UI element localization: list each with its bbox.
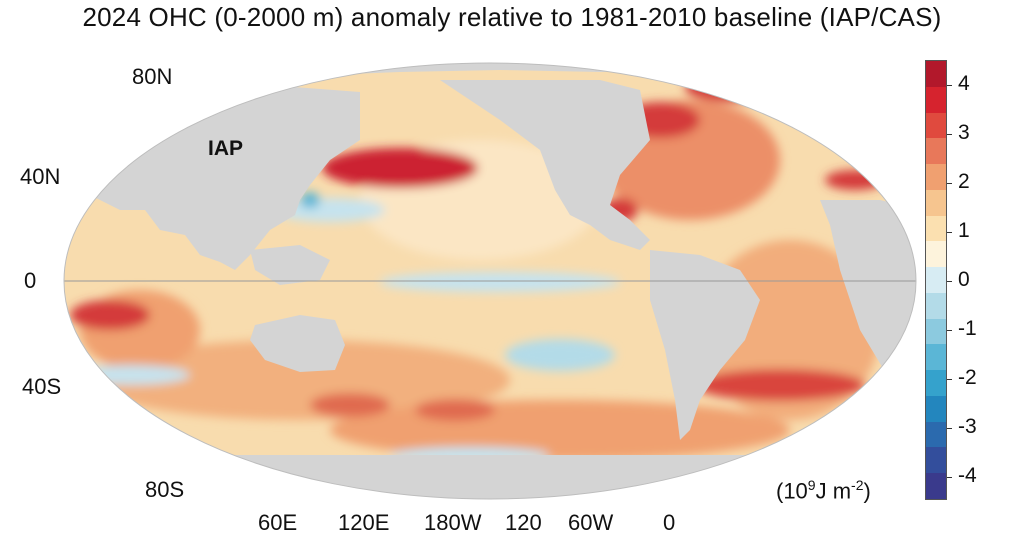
lat-label-40n: 40N (20, 164, 61, 189)
hot-patch (310, 393, 390, 417)
globe-outline (63, 62, 917, 500)
ohc-anomaly-map (63, 62, 917, 500)
colorbar-tick-label: 4 (958, 72, 970, 95)
colorbar-segment (926, 112, 946, 139)
colorbar-tick-label: -3 (958, 415, 977, 438)
colorbar-tick-mark (947, 85, 952, 86)
africa (820, 200, 916, 380)
units-base: (10 (776, 478, 808, 504)
colorbar-tick-mark (947, 281, 952, 282)
lat-label-40s: 40S (22, 374, 62, 399)
colorbar-tick-label: -1 (958, 317, 977, 340)
maritime-continent (250, 245, 330, 285)
colorbar-tick-mark (947, 232, 952, 233)
colorbar-segment (926, 138, 946, 165)
hot-patch (70, 300, 150, 330)
australia (250, 315, 345, 372)
hot-patch (322, 148, 478, 188)
lon-label-180w: 180W (424, 510, 482, 535)
lon-label-120e: 120E (338, 510, 390, 535)
lon-label-120: 120 (505, 510, 542, 535)
warm-patch (90, 340, 510, 420)
colorbar-segment (926, 344, 946, 371)
colorbar-segment (926, 241, 946, 268)
colorbar-segment (926, 447, 946, 474)
colorbar-segment (926, 164, 946, 190)
colorbar-segment (926, 189, 946, 216)
cool-patch (505, 339, 615, 371)
colorbar-segment (926, 61, 946, 87)
colorbar-segment (926, 318, 946, 345)
units-close: ) (863, 478, 871, 504)
colorbar-tick-mark (947, 183, 952, 184)
lat-label-80n: 80N (132, 64, 173, 89)
units-exponent-2: -2 (851, 477, 864, 493)
lon-label-60e: 60E (258, 510, 298, 535)
hot-patch (415, 399, 495, 421)
colorbar-tick-mark (947, 330, 952, 331)
map-title: 2024 OHC (0-2000 m) anomaly relative to … (82, 2, 942, 32)
lon-label-60w: 60W (568, 510, 614, 535)
north-america (440, 80, 650, 250)
colorbar-segment (926, 370, 946, 396)
colorbar (925, 60, 947, 500)
colorbar-segment (926, 215, 946, 242)
cool-patch (70, 365, 190, 385)
colorbar-tick-mark (947, 428, 952, 429)
warm-patch (330, 400, 790, 460)
hot-patch (695, 369, 865, 401)
colorbar-tick-label: 3 (958, 121, 970, 144)
units-exponent: 9 (807, 477, 816, 493)
cool-patch (300, 192, 320, 208)
colorbar-segment (926, 395, 946, 422)
colorbar-tick-mark (947, 134, 952, 135)
lat-label-0: 0 (24, 268, 37, 293)
colorbar-segment (926, 86, 946, 113)
units-middle: J m (815, 478, 852, 504)
colorbar-segment (926, 473, 946, 500)
colorbar-segment (926, 292, 946, 319)
lat-label-80s: 80S (145, 477, 185, 502)
hot-patch (685, 74, 775, 102)
colorbar-tick-mark (947, 379, 952, 380)
lon-label-0: 0 (663, 510, 676, 535)
model-label: IAP (208, 137, 244, 160)
colorbar-tick-label: -4 (958, 464, 977, 487)
colorbar-units: (109J m-2) (776, 477, 871, 504)
colorbar-tick-label: 2 (958, 170, 970, 193)
colorbar-tick-label: 0 (958, 268, 970, 291)
colorbar-segment (926, 267, 946, 293)
colorbar-tick-label: 1 (958, 219, 970, 242)
hot-patch (825, 170, 885, 190)
cool-patch (380, 272, 620, 292)
colorbar-tick-label: -2 (958, 366, 977, 389)
colorbar-segment (926, 421, 946, 448)
south-america (650, 250, 760, 440)
colorbar-tick-mark (947, 477, 952, 478)
